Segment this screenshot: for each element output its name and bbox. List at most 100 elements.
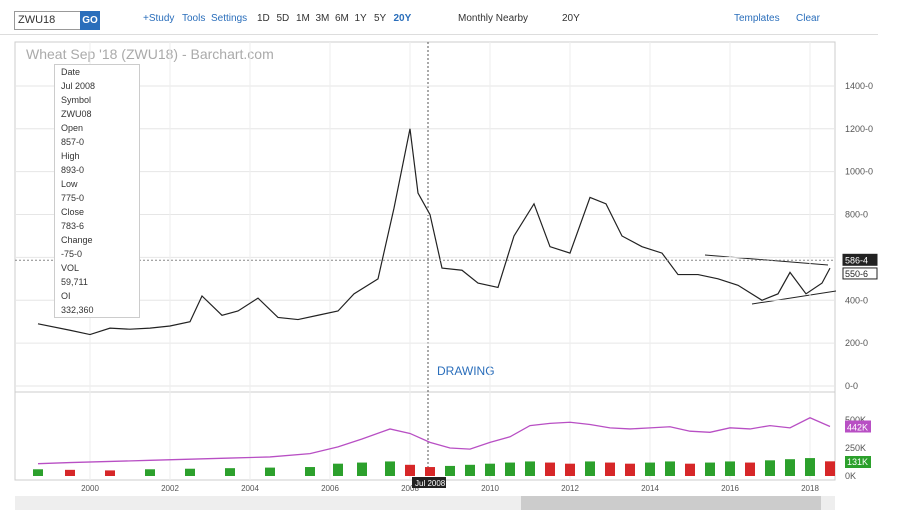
templates-button[interactable]: Templates (734, 13, 780, 24)
volume-bar (705, 462, 715, 476)
volume-bar (645, 462, 655, 476)
period-button[interactable]: 1Y (354, 13, 367, 24)
price-tag (842, 267, 878, 280)
tooltip-row: VOL 59,711 (57, 261, 137, 289)
drawing-label: DRAWING (437, 364, 495, 378)
tooltip-key: VOL (61, 263, 80, 273)
volume-bar (805, 458, 815, 476)
tooltip-row: Open 857-0 (57, 121, 137, 149)
tooltip-key: Change (61, 235, 93, 245)
volume-bar (685, 463, 695, 476)
oi-tag-label: 442K (847, 422, 868, 432)
tooltip-row: Date Jul 2008 (57, 65, 137, 93)
x-tick-label: 2006 (321, 484, 339, 493)
settings-button[interactable]: Settings (211, 13, 248, 24)
volume-bar (425, 467, 435, 476)
price-line (37, 128, 831, 336)
tooltip-key: Date (61, 67, 81, 77)
range-select[interactable]: 20Y (562, 13, 580, 24)
volume-bar (445, 465, 455, 476)
price-tag-label: 550-6 (845, 269, 868, 279)
tooltip-key: Close (61, 207, 85, 217)
tools-button[interactable]: Tools (182, 13, 206, 24)
volume-bar (305, 467, 315, 476)
tooltip-value: -75-0 (61, 249, 83, 259)
trend-line (751, 290, 837, 305)
tooltip-row: OI 332,360 (57, 289, 137, 317)
tooltip-value: 783-6 (61, 221, 85, 231)
go-button[interactable]: GO (80, 11, 100, 30)
y-tick-label: 250K (845, 443, 866, 453)
tooltip-value: ZWU08 (61, 109, 92, 119)
x-tick-label: 2016 (721, 484, 739, 493)
y-tick-label: 800-0 (845, 210, 868, 220)
tooltip-value: 59,711 (61, 277, 88, 287)
volume-bar (105, 470, 115, 476)
tooltip-row: Close 783-6 (57, 205, 137, 233)
y-tick-label: 400-0 (845, 295, 868, 305)
volume-bar (265, 467, 275, 476)
frequency-select[interactable]: Monthly Nearby (458, 13, 529, 24)
y-tick-label: 200-0 (845, 338, 868, 348)
period-button[interactable]: 5D (276, 13, 290, 24)
tooltip-row: Low 775-0 (57, 177, 137, 205)
volume-bar (785, 459, 795, 476)
volume-tag-label: 131K (847, 457, 868, 467)
y-tick-label: 1400-0 (845, 81, 873, 91)
clear-button[interactable]: Clear (796, 13, 820, 24)
period-button[interactable]: 6M (335, 13, 349, 24)
tooltip-key: Low (61, 179, 78, 189)
period-button[interactable]: 1D (257, 13, 270, 24)
period-button[interactable]: 3M (315, 13, 330, 24)
x-tick-label: 2000 (81, 484, 99, 493)
volume-bar (585, 461, 595, 476)
volume-bar (505, 462, 515, 476)
x-tick-label: 2018 (801, 484, 819, 493)
x-tick-label: 2008 (401, 484, 419, 493)
volume-bar (605, 462, 615, 476)
chart-title: Wheat Sep '18 (ZWU18) - Barchart.com (26, 46, 274, 62)
period-button[interactable]: 1M (296, 13, 310, 24)
crosshair-label: Jul 2008 (415, 479, 446, 488)
tooltip-row: High 893-0 (57, 149, 137, 177)
scroll-thumb[interactable] (521, 496, 821, 510)
volume-bar (565, 463, 575, 476)
volume-bar (485, 463, 495, 476)
crosshair-tag (412, 477, 446, 488)
volume-bar (225, 468, 235, 476)
volume-bar (145, 469, 155, 476)
y-tick-label: 0-0 (845, 381, 858, 391)
volume-bar (625, 463, 635, 476)
volume-bar (65, 469, 75, 476)
price-tag (842, 253, 878, 266)
open-interest-line (37, 417, 831, 465)
volume-bar (765, 460, 775, 476)
study-button[interactable]: +Study (143, 13, 175, 24)
oi-tag (845, 420, 871, 433)
volume-tag (845, 456, 871, 468)
tooltip-row: Symbol ZWU08 (57, 93, 137, 121)
volume-bar (665, 461, 675, 476)
tooltip-value: 775-0 (61, 193, 85, 203)
volume-bar (725, 461, 735, 476)
volume-bar (825, 461, 835, 476)
tooltip-value: 893-0 (61, 165, 85, 175)
trend-line (704, 254, 829, 266)
x-tick-label: 2004 (241, 484, 259, 493)
y-tick-label: 0K (845, 471, 856, 481)
volume-bar (525, 461, 535, 476)
tooltip-key: High (61, 151, 80, 161)
period-button[interactable]: 5Y (374, 13, 387, 24)
volume-bar (465, 464, 475, 476)
tooltip-key: Open (61, 123, 84, 133)
toolbar: ZWU18 GO +Study Tools Settings 1D 5D 1M 3M 6… (0, 8, 878, 35)
volume-bar (385, 461, 395, 476)
volume-bar (33, 469, 43, 476)
price-tag-label: 586-4 (845, 255, 868, 265)
volume-bar (405, 464, 415, 476)
volume-bar (333, 463, 343, 476)
period-button[interactable]: 20Y (393, 13, 412, 24)
tooltip: Date Jul 2008 Symbol ZWU08 Open 857-0 High 893-… (54, 64, 140, 318)
tooltip-key: OI (61, 291, 71, 301)
